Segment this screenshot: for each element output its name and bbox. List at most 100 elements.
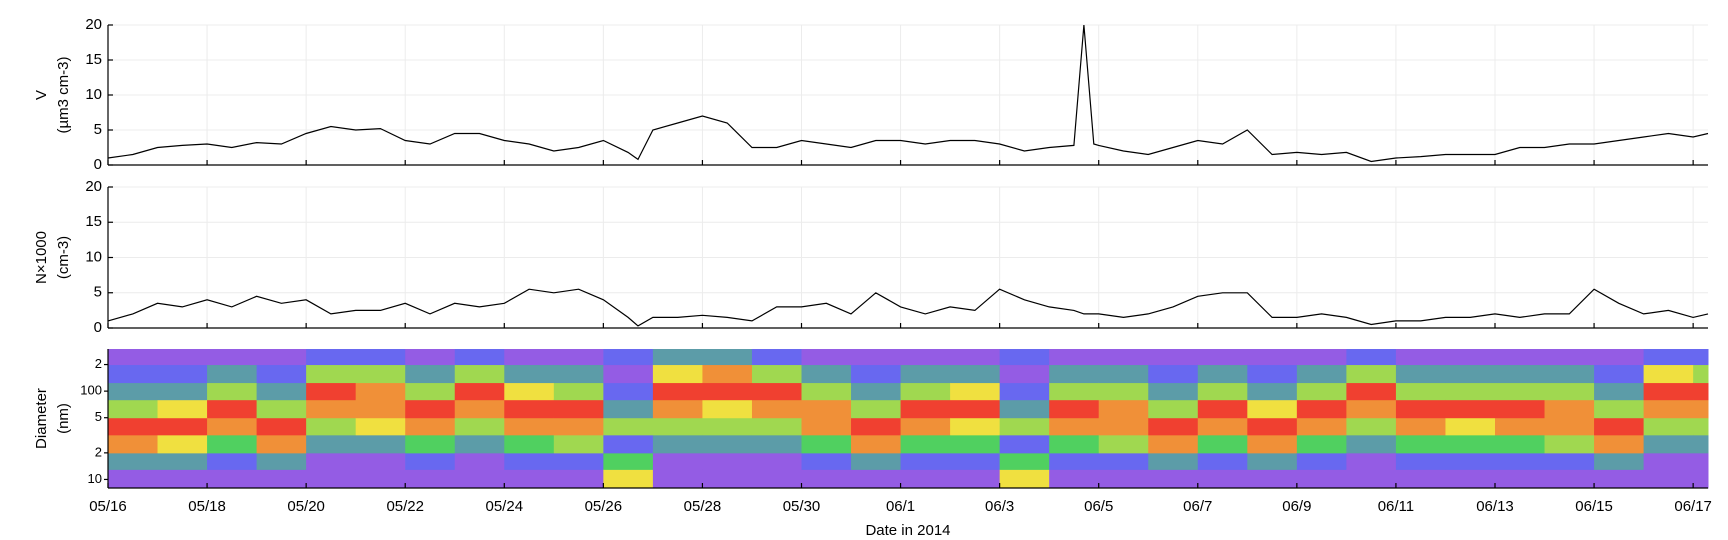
heatmap-cell bbox=[1544, 417, 1595, 436]
heatmap-cell bbox=[553, 469, 604, 489]
heatmap-cell bbox=[1148, 382, 1199, 401]
x-tick-label: 06/7 bbox=[1183, 498, 1212, 515]
heatmap-cell bbox=[1693, 469, 1709, 489]
x-tick-label: 06/15 bbox=[1575, 498, 1613, 515]
heatmap-cell bbox=[751, 434, 802, 454]
y-tick-label: 2 bbox=[95, 444, 102, 459]
heatmap-cell bbox=[652, 452, 703, 470]
heatmap-cell bbox=[1494, 469, 1546, 489]
heatmap-cell bbox=[1594, 349, 1645, 366]
heatmap-cell bbox=[603, 452, 654, 470]
heatmap-cell bbox=[405, 364, 456, 384]
heatmap-cell bbox=[603, 469, 654, 489]
heatmap-cell bbox=[1494, 349, 1546, 366]
x-tick-label: 06/17 bbox=[1674, 498, 1712, 515]
heatmap-cell bbox=[999, 452, 1050, 470]
x-tick-label: 06/11 bbox=[1378, 498, 1414, 515]
heatmap-cell bbox=[1594, 382, 1645, 401]
y-tick-label: 0 bbox=[94, 156, 102, 173]
heatmap-cell bbox=[1049, 399, 1100, 419]
y-axis-label: (cm-3) bbox=[55, 236, 72, 279]
heatmap-cell bbox=[1693, 417, 1709, 436]
heatmap-cell bbox=[157, 434, 208, 454]
heatmap-cell bbox=[157, 417, 208, 436]
heatmap-cell bbox=[1693, 399, 1709, 419]
heatmap-cell bbox=[256, 382, 307, 401]
heatmap-cell bbox=[900, 364, 951, 384]
heatmap-cell bbox=[256, 452, 307, 470]
heatmap-cell bbox=[1395, 469, 1446, 489]
heatmap-cell bbox=[157, 382, 208, 401]
heatmap-cell bbox=[851, 452, 902, 470]
heatmap-cell bbox=[1494, 434, 1546, 454]
y-axis-label: V bbox=[33, 90, 50, 100]
heatmap-cell bbox=[1098, 417, 1149, 436]
heatmap-cell bbox=[207, 434, 258, 454]
heatmap-cell bbox=[1049, 364, 1100, 384]
heatmap-cell bbox=[801, 399, 852, 419]
heatmap-cell bbox=[900, 382, 951, 401]
heatmap-cell bbox=[207, 452, 258, 470]
heatmap-cell bbox=[652, 417, 703, 436]
heatmap-cell bbox=[108, 399, 159, 419]
heatmap-cell bbox=[652, 399, 703, 419]
heatmap-cell bbox=[1643, 434, 1694, 454]
heatmap-cell bbox=[553, 364, 604, 384]
heatmap-cell bbox=[999, 364, 1050, 384]
heatmap-cell bbox=[900, 452, 951, 470]
heatmap-cell bbox=[1148, 349, 1199, 366]
heatmap-cell bbox=[504, 417, 555, 436]
y-tick-label: 5 bbox=[95, 409, 102, 424]
x-tick-label: 06/5 bbox=[1084, 498, 1113, 515]
heatmap-cell bbox=[603, 434, 654, 454]
heatmap-cell bbox=[1247, 364, 1298, 384]
heatmap-cell bbox=[999, 349, 1050, 366]
heatmap-cell bbox=[851, 417, 902, 436]
heatmap-cell bbox=[1148, 399, 1199, 419]
heatmap-cell bbox=[950, 349, 1001, 366]
heatmap-cell bbox=[454, 417, 505, 436]
heatmap-cell bbox=[306, 452, 357, 470]
heatmap-cell bbox=[1247, 417, 1298, 436]
heatmap-cell bbox=[1594, 434, 1645, 454]
heatmap-cell bbox=[1594, 469, 1645, 489]
heatmap-cell bbox=[1445, 469, 1496, 489]
heatmap-cell bbox=[1395, 364, 1446, 384]
heatmap-cell bbox=[1098, 382, 1149, 401]
heatmap-cell bbox=[1445, 364, 1496, 384]
heatmap-cell bbox=[405, 434, 456, 454]
heatmap-cell bbox=[108, 364, 159, 384]
heatmap-cell bbox=[851, 434, 902, 454]
y-axis-label: (nm) bbox=[55, 403, 72, 434]
heatmap-cell bbox=[1098, 364, 1149, 384]
heatmap-cell bbox=[1049, 349, 1100, 366]
heatmap-cell bbox=[751, 382, 802, 401]
y-tick-label: 100 bbox=[80, 383, 102, 398]
heatmap-cell bbox=[1643, 399, 1694, 419]
heatmap-cell bbox=[306, 399, 357, 419]
heatmap-cell bbox=[256, 349, 307, 366]
heatmap-cell bbox=[1445, 434, 1496, 454]
heatmap-cell bbox=[256, 364, 307, 384]
heatmap-cell bbox=[1197, 469, 1248, 489]
heatmap-cell bbox=[950, 364, 1001, 384]
heatmap-cell bbox=[603, 349, 654, 366]
heatmap-cell bbox=[207, 469, 258, 489]
heatmap-cell bbox=[207, 364, 258, 384]
heatmap-cell bbox=[950, 382, 1001, 401]
heatmap-cell bbox=[603, 399, 654, 419]
heatmap-cell bbox=[1445, 399, 1496, 419]
heatmap-cell bbox=[801, 382, 852, 401]
heatmap-cell bbox=[454, 364, 505, 384]
heatmap-cell bbox=[405, 452, 456, 470]
heatmap-cell bbox=[1098, 349, 1149, 366]
heatmap-cell bbox=[1346, 349, 1397, 366]
heatmap-cell bbox=[702, 399, 753, 419]
heatmap-cell bbox=[999, 434, 1050, 454]
heatmap-cell bbox=[1594, 417, 1645, 436]
heatmap-cell bbox=[108, 452, 159, 470]
heatmap-cell bbox=[1643, 364, 1694, 384]
heatmap-cell bbox=[1346, 417, 1397, 436]
heatmap-cell bbox=[702, 382, 753, 401]
heatmap-cell bbox=[454, 452, 505, 470]
